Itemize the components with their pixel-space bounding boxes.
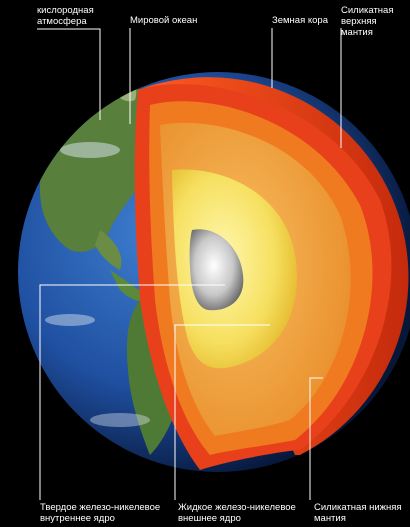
inner-core-sphere (189, 229, 244, 311)
atmosphere-label: кислородная атмосфера (37, 5, 94, 27)
crust-label: Земная кора (272, 15, 328, 26)
lower-mantle-label: Силикатная нижняя мантия (314, 502, 402, 524)
inner-core-label: Твердое железо-никелевое внутреннее ядро (40, 502, 161, 524)
upper-mantle-label: Силикатная верхняя мантия (341, 5, 394, 38)
cutaway (134, 77, 409, 471)
ocean-label: Мировой океан (130, 15, 198, 26)
leader-lines (37, 28, 342, 500)
outer-core-label: Жидкое железо-никелевое внешнее ядро (178, 502, 296, 524)
